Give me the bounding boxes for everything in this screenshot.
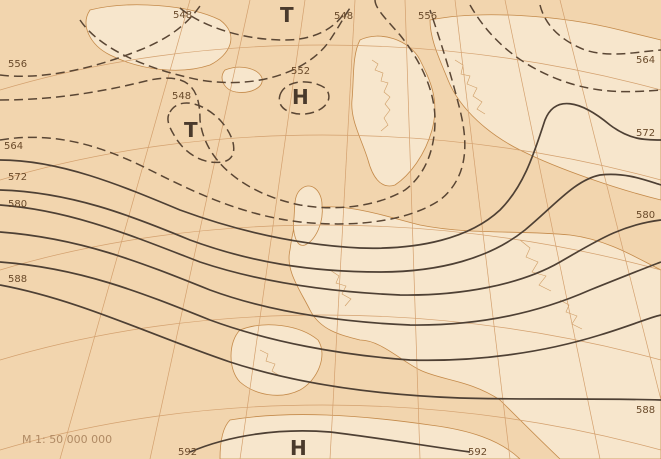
pressure-center-high-north: H: [292, 85, 309, 109]
contour-label-552: 552: [291, 66, 310, 77]
contour-584: [0, 231, 661, 326]
contour-label-592-left: 592: [178, 447, 197, 458]
pressure-centers: T H T H: [184, 3, 309, 459]
map-scale: M 1: 50 000 000: [22, 433, 112, 446]
coast-texture: [259, 59, 583, 377]
contour-556-loop: [0, 0, 436, 209]
contour-label-564-left: 564: [4, 141, 23, 152]
contour-572: [0, 102, 661, 250]
contour-label-572-left: 572: [8, 172, 27, 183]
solid-contours: [0, 102, 661, 453]
contour-576: [0, 173, 661, 273]
contour-label-592-right: 592: [468, 447, 487, 458]
land-europe: [288, 206, 661, 459]
land-northeast: [429, 14, 661, 201]
contour-556-inner: [79, 7, 351, 84]
pressure-center-high-south: H: [290, 436, 307, 459]
contour-588b: [0, 284, 661, 401]
pressure-center-low-north: T: [280, 3, 294, 27]
contour-556: [0, 5, 201, 78]
contour-label-580-left: 580: [8, 199, 27, 210]
contour-label-580-right: 580: [636, 210, 655, 221]
pressure-center-low-west: T: [184, 118, 198, 142]
land-iceland: [221, 66, 263, 93]
contour-labels: 548 548 556 564 556 552 548 564 572 580 …: [4, 10, 655, 458]
land-iberia: [230, 324, 323, 396]
contour-label-572-right: 572: [636, 128, 655, 139]
contour-label-548-left: 548: [172, 91, 191, 102]
contour-564: [0, 9, 466, 225]
dashed-contours: [0, 0, 661, 225]
contour-588: [0, 261, 661, 362]
contour-label-588-left: 588: [8, 274, 27, 285]
contour-label-588-right: 588: [636, 405, 655, 416]
contour-label-556-top: 556: [418, 11, 437, 22]
contour-label-548-top-right: 548: [334, 11, 353, 22]
contour-label-556-left: 556: [8, 59, 27, 70]
contour-label-564-top-right: 564: [636, 55, 655, 66]
contour-580: [0, 204, 661, 296]
land-britain: [293, 185, 323, 246]
contour-592: [189, 430, 471, 453]
land-greenland: [85, 4, 232, 71]
contour-564-right2: [469, 4, 661, 93]
contour-552: [278, 81, 330, 115]
contour-label-548-top: 548: [173, 10, 192, 21]
contour-564-right: [539, 4, 661, 55]
land-scandinavia: [351, 35, 436, 187]
contour-548-north: [179, 7, 346, 41]
land-masses: [85, 4, 661, 459]
